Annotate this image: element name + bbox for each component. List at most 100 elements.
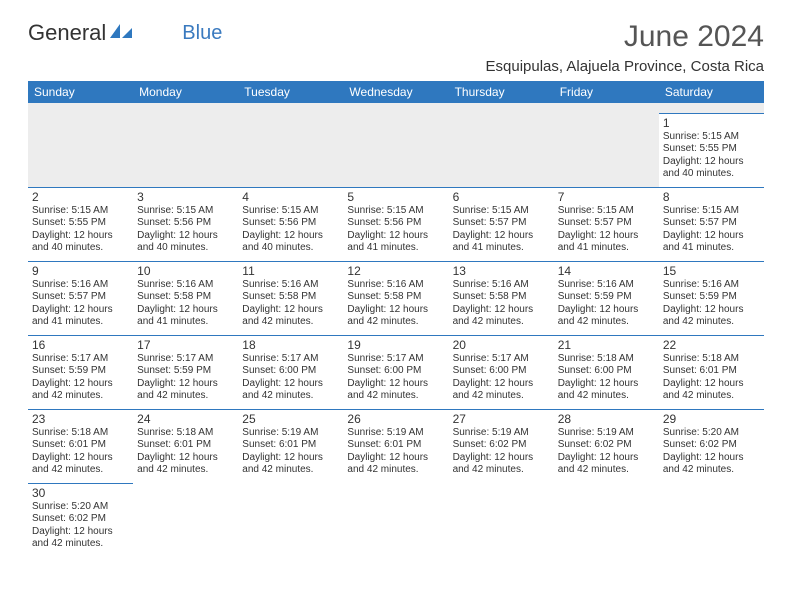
calendar-cell	[554, 483, 659, 557]
day-number: 13	[453, 264, 550, 278]
day-number: 25	[242, 412, 339, 426]
calendar-body: 1Sunrise: 5:15 AMSunset: 5:55 PMDaylight…	[28, 103, 764, 557]
day-detail: Sunrise: 5:15 AMSunset: 5:57 PMDaylight:…	[453, 205, 550, 255]
calendar-cell: 27Sunrise: 5:19 AMSunset: 6:02 PMDayligh…	[449, 409, 554, 483]
calendar-cell: 25Sunrise: 5:19 AMSunset: 6:01 PMDayligh…	[238, 409, 343, 483]
calendar-cell: 22Sunrise: 5:18 AMSunset: 6:01 PMDayligh…	[659, 335, 764, 409]
day-detail: Sunrise: 5:15 AMSunset: 5:56 PMDaylight:…	[242, 205, 339, 255]
calendar-cell: 20Sunrise: 5:17 AMSunset: 6:00 PMDayligh…	[449, 335, 554, 409]
calendar-week: 16Sunrise: 5:17 AMSunset: 5:59 PMDayligh…	[28, 335, 764, 409]
calendar-cell: 8Sunrise: 5:15 AMSunset: 5:57 PMDaylight…	[659, 187, 764, 261]
calendar-week: 2Sunrise: 5:15 AMSunset: 5:55 PMDaylight…	[28, 187, 764, 261]
day-detail: Sunrise: 5:18 AMSunset: 6:01 PMDaylight:…	[137, 427, 234, 477]
day-detail: Sunrise: 5:15 AMSunset: 5:57 PMDaylight:…	[558, 205, 655, 255]
calendar-week: 9Sunrise: 5:16 AMSunset: 5:57 PMDaylight…	[28, 261, 764, 335]
day-number: 19	[347, 338, 444, 352]
calendar-cell: 23Sunrise: 5:18 AMSunset: 6:01 PMDayligh…	[28, 409, 133, 483]
day-detail: Sunrise: 5:17 AMSunset: 6:00 PMDaylight:…	[347, 353, 444, 403]
day-number: 22	[663, 338, 760, 352]
day-header: Tuesday	[238, 81, 343, 103]
day-number: 9	[32, 264, 129, 278]
day-detail: Sunrise: 5:17 AMSunset: 5:59 PMDaylight:…	[137, 353, 234, 403]
calendar-week: 1Sunrise: 5:15 AMSunset: 5:55 PMDaylight…	[28, 113, 764, 187]
day-header: Wednesday	[343, 81, 448, 103]
calendar-cell	[238, 113, 343, 187]
day-detail: Sunrise: 5:16 AMSunset: 5:58 PMDaylight:…	[347, 279, 444, 329]
logo: General Blue	[28, 20, 222, 46]
day-number: 15	[663, 264, 760, 278]
day-number: 10	[137, 264, 234, 278]
day-detail: Sunrise: 5:15 AMSunset: 5:56 PMDaylight:…	[137, 205, 234, 255]
day-number: 1	[663, 116, 760, 130]
day-detail: Sunrise: 5:19 AMSunset: 6:01 PMDaylight:…	[347, 427, 444, 477]
day-detail: Sunrise: 5:16 AMSunset: 5:59 PMDaylight:…	[558, 279, 655, 329]
calendar-cell: 11Sunrise: 5:16 AMSunset: 5:58 PMDayligh…	[238, 261, 343, 335]
day-number: 29	[663, 412, 760, 426]
day-number: 11	[242, 264, 339, 278]
calendar-cell: 18Sunrise: 5:17 AMSunset: 6:00 PMDayligh…	[238, 335, 343, 409]
day-of-week-row: SundayMondayTuesdayWednesdayThursdayFrid…	[28, 81, 764, 103]
day-number: 5	[347, 190, 444, 204]
day-detail: Sunrise: 5:16 AMSunset: 5:59 PMDaylight:…	[663, 279, 760, 329]
calendar-cell: 19Sunrise: 5:17 AMSunset: 6:00 PMDayligh…	[343, 335, 448, 409]
day-detail: Sunrise: 5:16 AMSunset: 5:58 PMDaylight:…	[137, 279, 234, 329]
calendar-cell: 7Sunrise: 5:15 AMSunset: 5:57 PMDaylight…	[554, 187, 659, 261]
day-number: 28	[558, 412, 655, 426]
calendar-cell: 10Sunrise: 5:16 AMSunset: 5:58 PMDayligh…	[133, 261, 238, 335]
spacer-row	[28, 103, 764, 113]
day-number: 18	[242, 338, 339, 352]
day-header: Sunday	[28, 81, 133, 103]
calendar-cell	[659, 483, 764, 557]
day-detail: Sunrise: 5:15 AMSunset: 5:56 PMDaylight:…	[347, 205, 444, 255]
calendar-cell	[343, 483, 448, 557]
day-detail: Sunrise: 5:19 AMSunset: 6:02 PMDaylight:…	[558, 427, 655, 477]
day-number: 6	[453, 190, 550, 204]
calendar-cell: 12Sunrise: 5:16 AMSunset: 5:58 PMDayligh…	[343, 261, 448, 335]
calendar-cell: 17Sunrise: 5:17 AMSunset: 5:59 PMDayligh…	[133, 335, 238, 409]
calendar-cell: 9Sunrise: 5:16 AMSunset: 5:57 PMDaylight…	[28, 261, 133, 335]
day-detail: Sunrise: 5:18 AMSunset: 6:01 PMDaylight:…	[32, 427, 129, 477]
title-block: June 2024 Esquipulas, Alajuela Province,…	[486, 20, 764, 75]
calendar-cell: 15Sunrise: 5:16 AMSunset: 5:59 PMDayligh…	[659, 261, 764, 335]
day-detail: Sunrise: 5:15 AMSunset: 5:55 PMDaylight:…	[663, 131, 760, 181]
logo-sail-icon	[108, 20, 134, 46]
calendar-cell: 26Sunrise: 5:19 AMSunset: 6:01 PMDayligh…	[343, 409, 448, 483]
day-number: 17	[137, 338, 234, 352]
calendar-cell: 6Sunrise: 5:15 AMSunset: 5:57 PMDaylight…	[449, 187, 554, 261]
day-detail: Sunrise: 5:15 AMSunset: 5:57 PMDaylight:…	[663, 205, 760, 255]
day-detail: Sunrise: 5:16 AMSunset: 5:57 PMDaylight:…	[32, 279, 129, 329]
calendar-week: 23Sunrise: 5:18 AMSunset: 6:01 PMDayligh…	[28, 409, 764, 483]
header: General Blue June 2024 Esquipulas, Alaju…	[28, 20, 764, 75]
day-detail: Sunrise: 5:16 AMSunset: 5:58 PMDaylight:…	[242, 279, 339, 329]
day-detail: Sunrise: 5:18 AMSunset: 6:00 PMDaylight:…	[558, 353, 655, 403]
location-text: Esquipulas, Alajuela Province, Costa Ric…	[486, 58, 764, 75]
calendar-cell: 3Sunrise: 5:15 AMSunset: 5:56 PMDaylight…	[133, 187, 238, 261]
calendar-cell	[449, 483, 554, 557]
calendar-cell	[343, 113, 448, 187]
day-number: 16	[32, 338, 129, 352]
day-number: 20	[453, 338, 550, 352]
day-number: 27	[453, 412, 550, 426]
calendar-cell	[554, 113, 659, 187]
day-number: 24	[137, 412, 234, 426]
day-detail: Sunrise: 5:17 AMSunset: 6:00 PMDaylight:…	[242, 353, 339, 403]
calendar-cell: 5Sunrise: 5:15 AMSunset: 5:56 PMDaylight…	[343, 187, 448, 261]
calendar-cell	[238, 483, 343, 557]
day-number: 4	[242, 190, 339, 204]
day-number: 23	[32, 412, 129, 426]
day-detail: Sunrise: 5:17 AMSunset: 6:00 PMDaylight:…	[453, 353, 550, 403]
day-detail: Sunrise: 5:20 AMSunset: 6:02 PMDaylight:…	[32, 501, 129, 551]
day-detail: Sunrise: 5:16 AMSunset: 5:58 PMDaylight:…	[453, 279, 550, 329]
day-number: 3	[137, 190, 234, 204]
day-detail: Sunrise: 5:20 AMSunset: 6:02 PMDaylight:…	[663, 427, 760, 477]
day-number: 7	[558, 190, 655, 204]
calendar-cell: 1Sunrise: 5:15 AMSunset: 5:55 PMDaylight…	[659, 113, 764, 187]
calendar-cell: 24Sunrise: 5:18 AMSunset: 6:01 PMDayligh…	[133, 409, 238, 483]
calendar-cell: 21Sunrise: 5:18 AMSunset: 6:00 PMDayligh…	[554, 335, 659, 409]
calendar-cell	[133, 483, 238, 557]
day-number: 30	[32, 486, 129, 500]
calendar-cell	[449, 113, 554, 187]
day-number: 2	[32, 190, 129, 204]
day-number: 12	[347, 264, 444, 278]
day-detail: Sunrise: 5:17 AMSunset: 5:59 PMDaylight:…	[32, 353, 129, 403]
